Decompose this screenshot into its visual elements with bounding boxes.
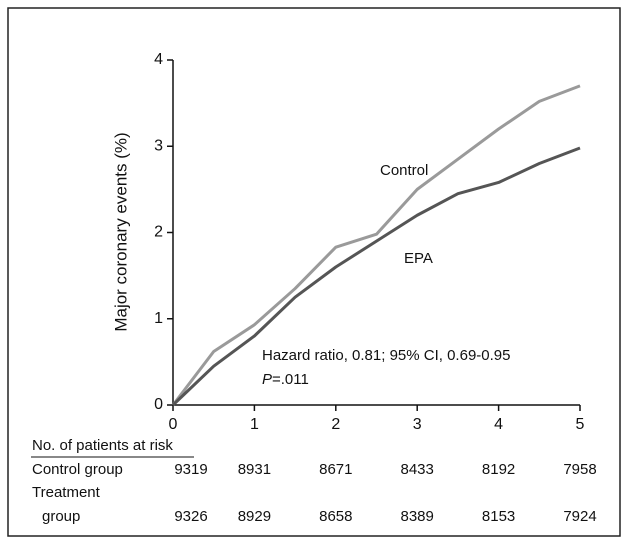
y-axis-label: Major coronary events (%): [111, 132, 130, 331]
risk-value: 8931: [238, 461, 271, 478]
y-tick-label: 1: [154, 310, 163, 327]
series-line: [171, 146, 581, 407]
x-tick-label: 2: [331, 416, 340, 433]
risk-value: 7958: [563, 461, 596, 478]
risk-value: 8153: [482, 508, 515, 525]
risk-value: 8389: [401, 508, 434, 525]
risk-value: 8929: [238, 508, 271, 525]
risk-value: 9319: [174, 461, 207, 478]
risk-value: 8192: [482, 461, 515, 478]
x-tick-label: 5: [576, 416, 585, 433]
annotation-p-value: =.011: [272, 371, 309, 388]
x-tick-label: 3: [413, 416, 422, 433]
y-tick-label: 2: [154, 224, 163, 241]
x-tick-label: 0: [169, 416, 178, 433]
risk-value: 8433: [401, 461, 434, 478]
series-label: Control: [380, 162, 428, 179]
y-tick-label: 3: [154, 137, 163, 154]
risk-row-label: Treatment: [32, 484, 101, 501]
risk-row-label: group: [42, 508, 80, 525]
x-tick-label: 1: [250, 416, 259, 433]
series-line: [171, 84, 581, 406]
annotation: Hazard ratio, 0.81; 95% CI, 0.69-0.95: [262, 347, 510, 364]
risk-value: 8658: [319, 508, 352, 525]
series-label: EPA: [404, 250, 433, 267]
x-tick-label: 4: [494, 416, 503, 433]
risk-value: 8671: [319, 461, 352, 478]
frame: [7, 7, 621, 537]
y-tick-label: 0: [154, 396, 163, 413]
y-tick-label: 4: [154, 51, 163, 68]
risk-value: 9326: [174, 508, 207, 525]
annotation-p: P: [262, 371, 272, 388]
risk-table-title: No. of patients at risk: [32, 437, 173, 454]
risk-row-label: Control group: [32, 461, 123, 478]
risk-value: 7924: [563, 508, 596, 525]
